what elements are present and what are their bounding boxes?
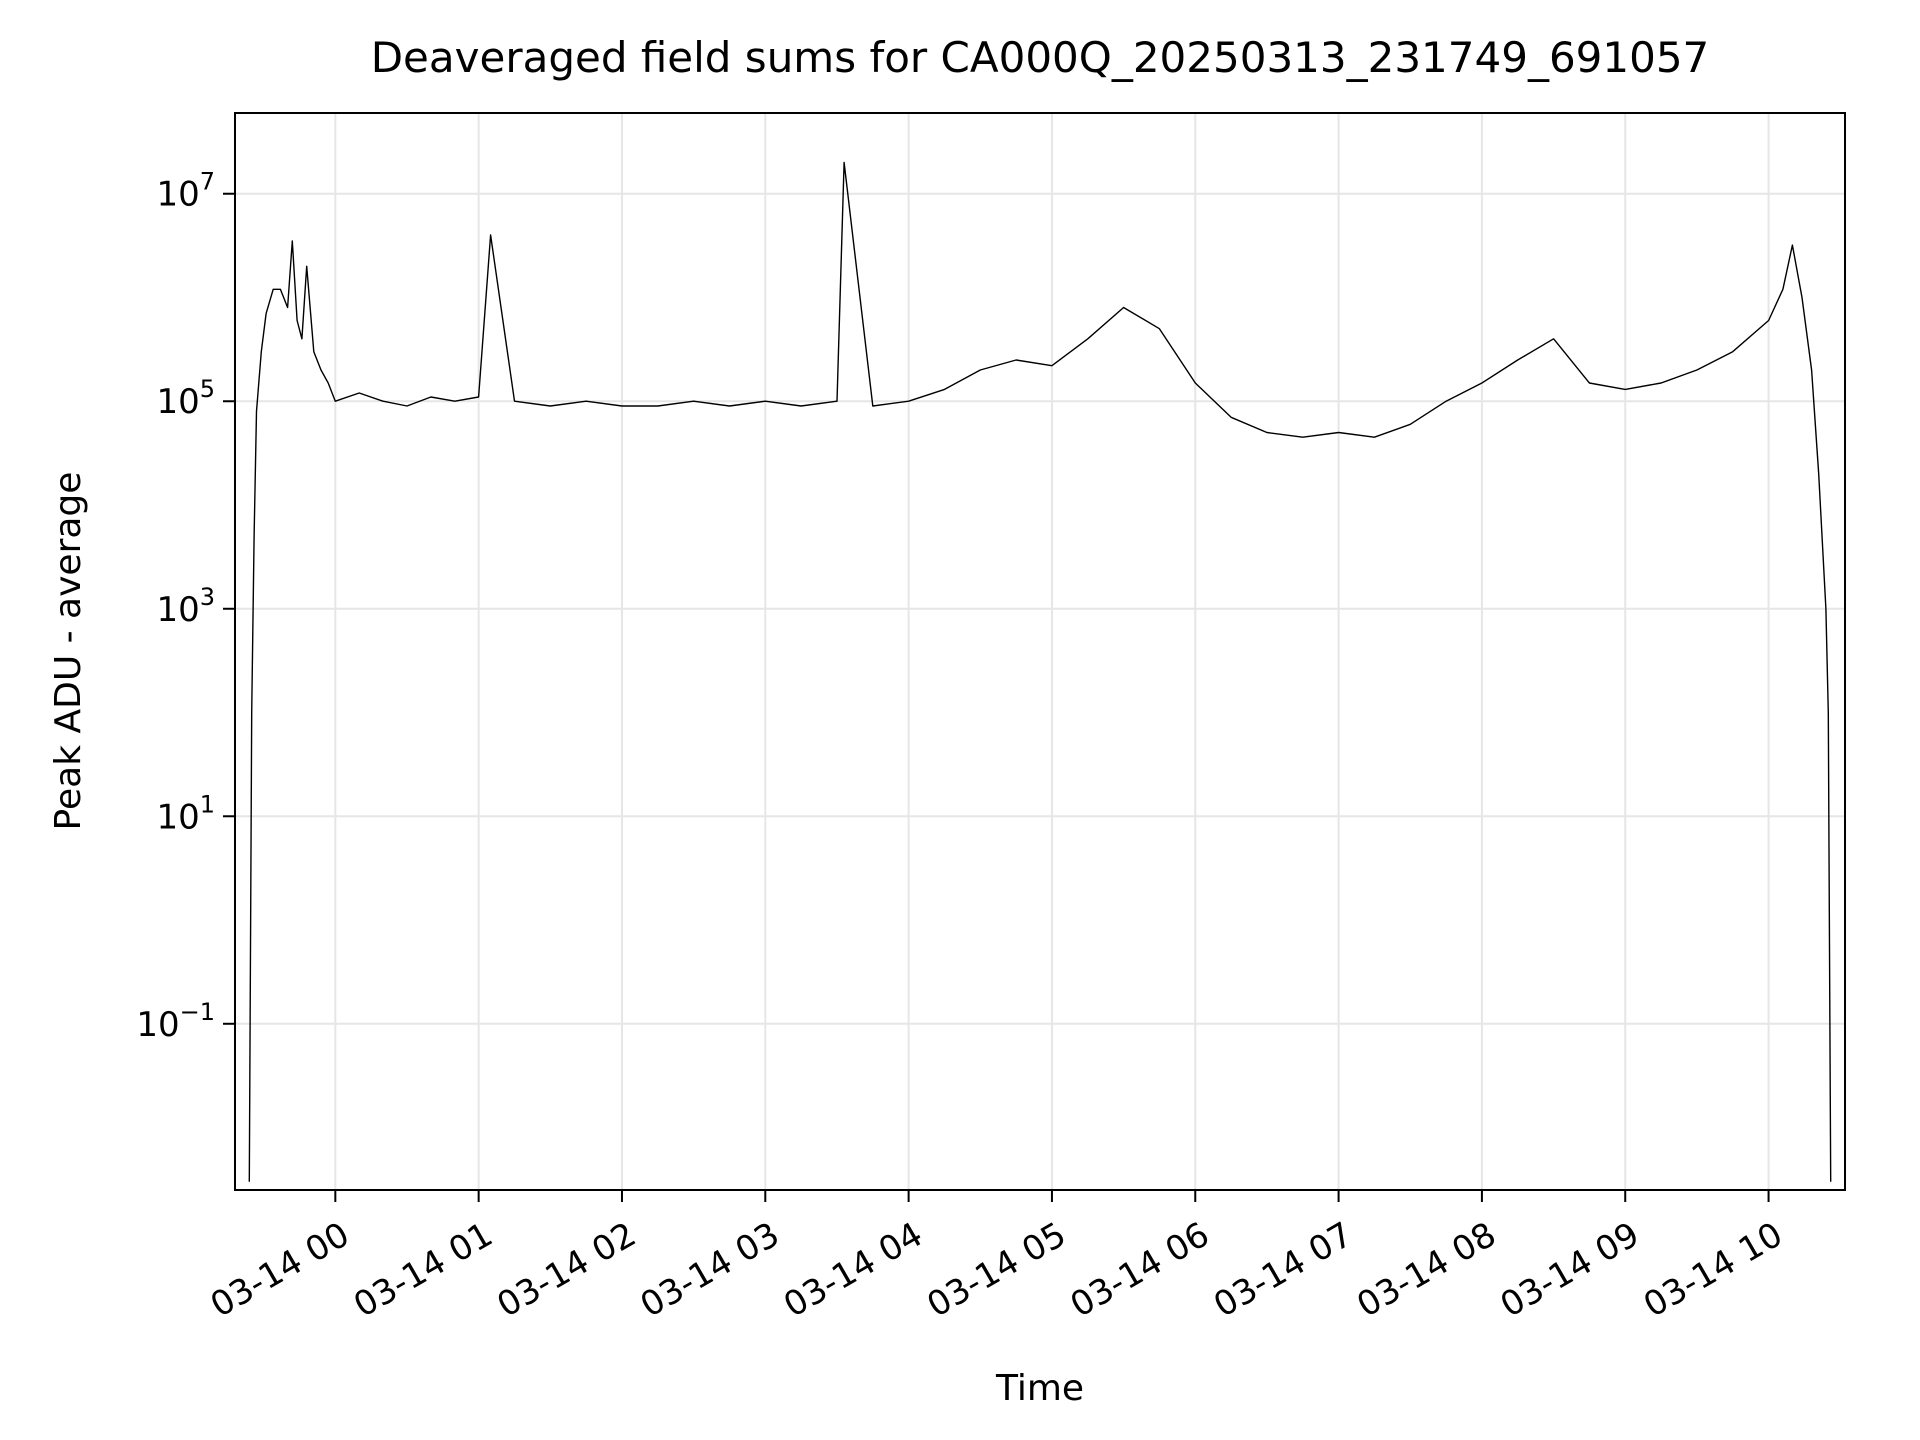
y-tick-label: 101 — [156, 790, 215, 837]
y-tick-label: 105 — [156, 375, 215, 422]
x-tick-label: 03-14 07 — [1207, 1215, 1359, 1326]
x-tick-label: 03-14 02 — [490, 1215, 642, 1326]
x-tick-label: 03-14 00 — [204, 1215, 356, 1326]
y-tick-label: 103 — [156, 583, 215, 630]
x-tick-label: 03-14 05 — [920, 1215, 1072, 1326]
x-tick-label: 03-14 01 — [347, 1215, 499, 1326]
x-tick-label: 03-14 09 — [1494, 1215, 1646, 1326]
x-tick-label: 03-14 08 — [1350, 1215, 1502, 1326]
series-line — [248, 161, 1832, 1182]
plot-frame — [234, 112, 1846, 1191]
x-tick-label: 03-14 04 — [777, 1215, 929, 1326]
y-axis: 10−1 101 103 105 107 — [136, 168, 235, 1045]
x-tick-label: 03-14 03 — [634, 1215, 786, 1326]
x-tick-label: 03-14 06 — [1064, 1215, 1216, 1326]
y-tick-label: 10−1 — [136, 998, 215, 1045]
chart-title: Deaveraged field sums for CA000Q_2025031… — [371, 33, 1710, 82]
x-axis-label: Time — [995, 1368, 1084, 1409]
y-axis-label: Peak ADU - average — [48, 472, 89, 831]
y-tick-label: 107 — [156, 168, 215, 215]
x-tick-label: 03-14 10 — [1637, 1215, 1789, 1326]
grid — [235, 113, 1845, 1190]
